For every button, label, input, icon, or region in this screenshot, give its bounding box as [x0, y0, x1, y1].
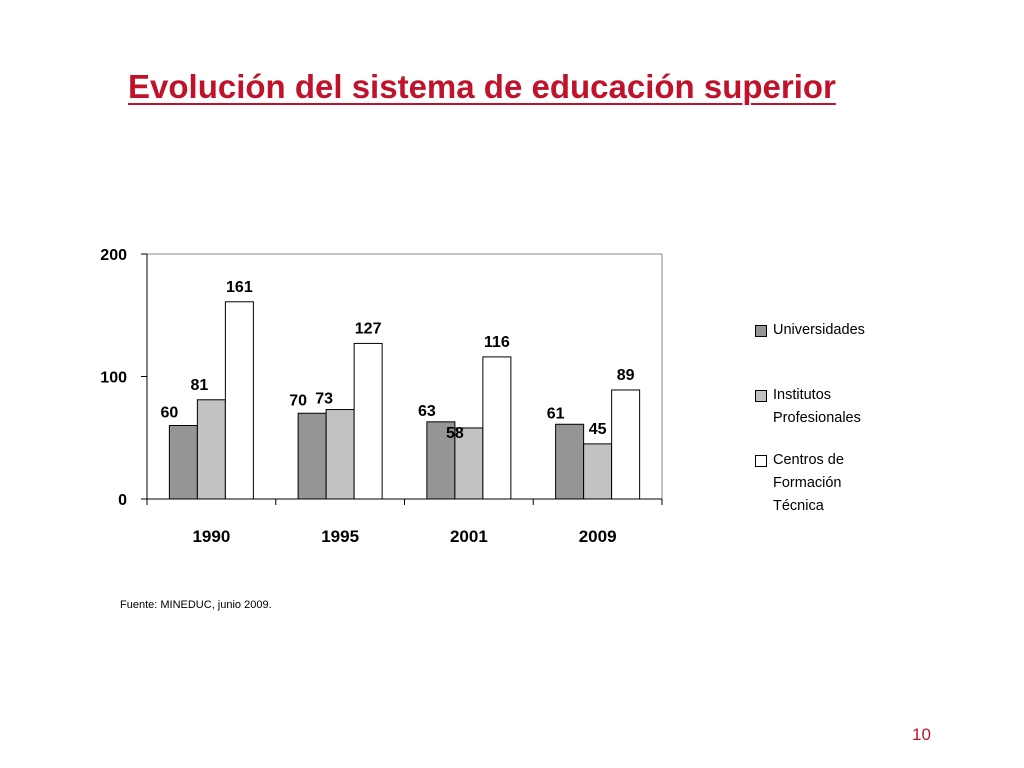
slide-number: 10 [912, 725, 931, 744]
slide-title: Evolución del sistema de educación super… [128, 68, 836, 105]
legend-label-institutos: Institutos Profesionales [773, 387, 861, 426]
legend-item-universidades: Universidades [755, 319, 888, 342]
legend-label-universidades: Universidades [773, 322, 865, 338]
source-note: Fuente: MINEDUC, junio 2009. [120, 599, 272, 611]
legend-swatch-cft [755, 455, 767, 467]
bar-1995-series-2 [353, 342, 383, 500]
data-label: 89 [617, 367, 635, 384]
x-tick-label: 2009 [579, 527, 617, 546]
bar-2001-series-0 [426, 421, 456, 500]
data-label: 61 [547, 405, 565, 422]
bar-2009-series-0 [555, 423, 585, 500]
legend-swatch-institutos [755, 390, 767, 402]
bar-2009-series-2 [611, 389, 641, 500]
legend-label-cft: Centros de Formación Técnica [773, 452, 844, 514]
legend-swatch-universidades [755, 325, 767, 337]
x-tick-label: 2001 [450, 527, 488, 546]
bar-1990-series-0 [168, 425, 198, 500]
data-label: 58 [446, 425, 464, 442]
data-label: 60 [160, 405, 178, 422]
y-tick-label: 100 [100, 370, 127, 387]
y-tick-label: 0 [118, 492, 127, 509]
bar-1995-series-1 [325, 409, 355, 500]
bar-1995-series-0 [297, 412, 327, 500]
bar-2009-series-1 [583, 443, 613, 500]
data-label: 81 [190, 377, 208, 394]
bar-1990-series-1 [196, 399, 226, 500]
x-tick-label: 1995 [321, 527, 359, 546]
data-label: 116 [484, 334, 510, 351]
data-label: 70 [289, 392, 307, 409]
data-label: 45 [589, 421, 607, 438]
x-tick-label: 1990 [192, 527, 230, 546]
bar-1990-series-2 [224, 301, 254, 500]
y-tick-label: 200 [100, 247, 127, 264]
bar-2001-series-1 [454, 427, 484, 500]
data-label: 63 [418, 403, 436, 420]
data-label: 161 [226, 279, 253, 296]
legend-item-cft: Centros de Formación Técnica [755, 449, 888, 518]
bar-2001-series-2 [482, 356, 512, 500]
legend-item-institutos: Institutos Profesionales [755, 384, 888, 430]
data-label: 127 [355, 320, 382, 337]
data-label: 73 [315, 391, 333, 408]
